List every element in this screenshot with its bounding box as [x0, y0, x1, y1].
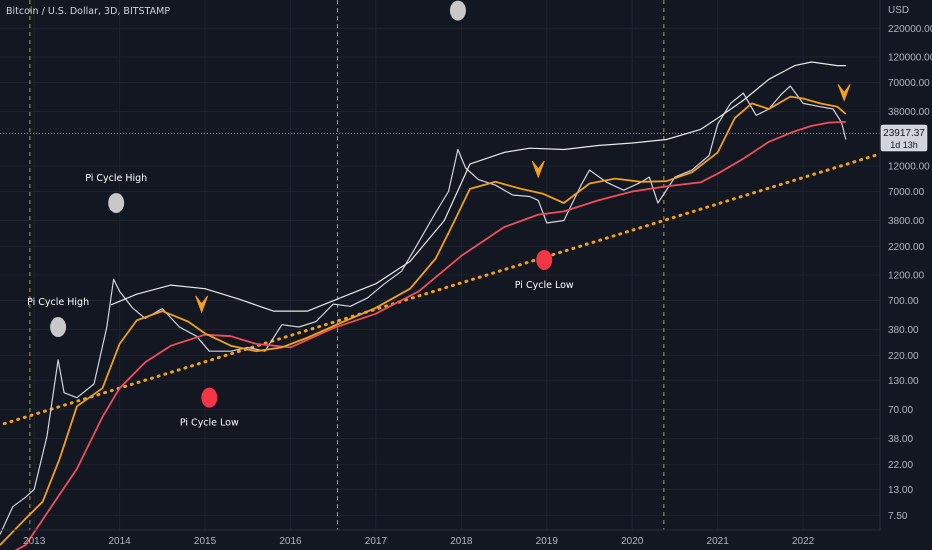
price-tag-countdown: 1d 13h [890, 140, 918, 150]
y-tick-label: 120000.00 [888, 53, 932, 64]
x-tick-labels: 2013 2014 2015 2016 2017 2018 2019 2020 2021 2022 [23, 536, 815, 547]
grid-lines [0, 0, 880, 530]
y-tick-label: 700.00 [888, 296, 919, 307]
x-tick-label: 2019 [536, 536, 559, 547]
y-tick-label: 13.00 [888, 485, 913, 496]
y-tick-label: 130.00 [888, 376, 919, 387]
pi-cycle-low-marker [536, 249, 553, 270]
pi-cycle-high-label: Pi Cycle High [27, 297, 89, 308]
x-tick-label: 2021 [707, 536, 730, 547]
chart-title: Bitcoin / U.S. Dollar, 3D, BITSTAMP [6, 6, 170, 17]
y-tick-label: 220.00 [888, 351, 919, 362]
vertical-marker-lines [29, 0, 665, 530]
y-tick-label: 220000.00 [888, 24, 932, 35]
pi-cycle-high-marker [108, 192, 125, 213]
arrow-down-icon [195, 295, 209, 314]
arrow-down-icon [837, 84, 851, 102]
x-tick-label: 2018 [450, 536, 473, 547]
upper-band-line [110, 61, 846, 312]
price-tag-box [880, 124, 928, 152]
x-tick-label: 2022 [792, 536, 815, 547]
y-tick-label: 12000.00 [888, 162, 930, 173]
arrow-down-icon [531, 160, 545, 179]
orange-ma-line [0, 95, 847, 546]
red-ma-line [14, 121, 846, 550]
pi-cycle-high-marker [449, 0, 466, 21]
currency-label: USD [888, 5, 909, 16]
y-tick-label: 7000.00 [888, 187, 925, 198]
x-tick-label: 2015 [194, 536, 217, 547]
pi-cycle-high-marker [50, 317, 67, 338]
y-tick-label: 70.00 [888, 405, 913, 416]
y-tick-label: 22.00 [888, 460, 913, 471]
y-tick-labels: 220000.00 120000.00 70000.00 38000.00 12000.… [888, 24, 932, 522]
y-tick-label: 70000.00 [888, 78, 930, 89]
pi-cycle-low-label: Pi Cycle Low [515, 280, 574, 291]
y-tick-label: 3800.00 [888, 216, 925, 227]
price-tag: 23917.37 1d 13h [880, 124, 928, 152]
pi-cycle-high-label: Pi Cycle High [85, 173, 147, 184]
price-axis[interactable]: USD 220000.00 120000.00 70000.00 38000.00 12… [879, 0, 932, 530]
y-tick-label: 1200.00 [888, 271, 925, 282]
x-tick-label: 2017 [365, 536, 388, 547]
x-tick-label: 2016 [279, 536, 302, 547]
y-tick-label: 38.00 [888, 434, 913, 445]
y-tick-label: 7.50 [888, 511, 908, 522]
pi-cycle-low-label: Pi Cycle Low [180, 418, 239, 429]
x-tick-label: 2013 [23, 536, 46, 547]
x-tick-label: 2014 [108, 536, 131, 547]
y-tick-label: 380.00 [888, 325, 919, 336]
log-trendline [2, 152, 882, 426]
series-layer [0, 61, 882, 550]
time-axis[interactable]: 2013 2014 2015 2016 2017 2018 2019 2020 2021 2022 [0, 529, 880, 547]
price-tag-value: 23917.37 [883, 128, 925, 139]
pi-cycle-low-marker [201, 387, 218, 408]
y-tick-label: 38000.00 [888, 107, 930, 118]
price-line [0, 85, 847, 535]
y-tick-label: 2200.00 [888, 242, 925, 253]
x-tick-label: 2020 [621, 536, 644, 547]
